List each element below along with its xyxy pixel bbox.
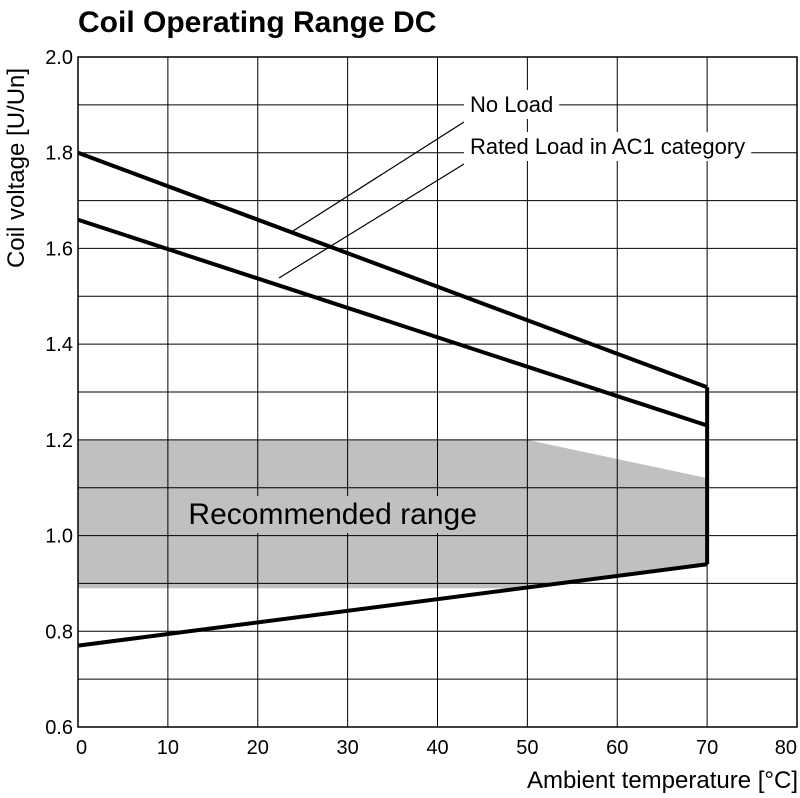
y-tick-label: 0.8	[45, 621, 73, 643]
x-tick-label: 70	[696, 737, 718, 759]
y-tick-label: 1.4	[45, 334, 73, 356]
x-tick-label: 20	[247, 737, 269, 759]
recommended-range-label: Recommended range	[188, 498, 477, 531]
chart-title: Coil Operating Range DC	[78, 6, 436, 39]
x-tick-label: 30	[337, 737, 359, 759]
y-tick-label: 1.6	[45, 238, 73, 260]
x-tick-label: 40	[426, 737, 448, 759]
series-line-2	[77, 562, 708, 648]
x-tick-label: 80	[775, 737, 797, 759]
series-line-1	[77, 217, 708, 428]
x-tick-label: 50	[516, 737, 538, 759]
x-tick-label: 0	[76, 737, 87, 759]
y-axis-label: Coil voltage [U/Un]	[3, 68, 30, 268]
x-axis-label: Ambient temperature [°C]	[527, 767, 798, 794]
series-layer	[77, 150, 710, 648]
series-line-0	[77, 150, 708, 390]
y-tick-label: 1.2	[45, 430, 73, 452]
legend-label-background	[464, 90, 560, 119]
y-tick-label: 1.8	[45, 143, 73, 165]
legend-leader-line	[278, 163, 465, 279]
x-tick-label: 60	[606, 737, 628, 759]
grid	[77, 56, 798, 728]
legend-label-0: No Load	[470, 92, 553, 117]
legend: No Load Rated Load in AC1 category Recomme…	[178, 90, 752, 534]
recommended-range-label-background	[178, 496, 487, 534]
y-tick-label: 0.6	[45, 717, 73, 739]
legend-leader-line	[292, 121, 465, 232]
y-tick-label: 1.0	[45, 526, 73, 548]
legend-label-1: Rated Load in AC1 category	[470, 134, 745, 159]
legend-label-background	[464, 132, 752, 161]
y-tick-label: 2.0	[45, 47, 73, 69]
x-tick-label: 10	[157, 737, 179, 759]
plot-frame	[77, 56, 798, 728]
tick-labels: 0.6 0.8 1.0 1.2 1.4 1.6 1.8 2.0 0 10 20 30 40 50 60 70 8…	[45, 47, 797, 759]
